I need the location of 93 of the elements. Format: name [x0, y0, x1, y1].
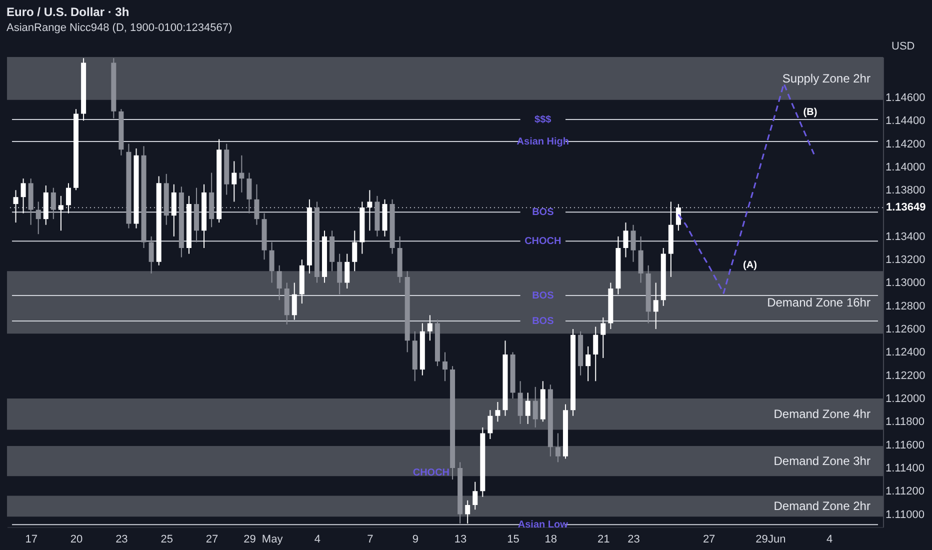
x-tick-label: 4: [826, 534, 833, 546]
candlestick: [638, 236, 644, 284]
candlestick: [586, 346, 591, 382]
y-tick-label: 1.13000: [886, 277, 926, 290]
x-tick-label: 27: [206, 534, 218, 546]
candlestick: [171, 184, 176, 237]
candlestick: [532, 386, 538, 428]
band-label: Demand Zone 2hr: [774, 499, 870, 514]
x-tick-label: 4: [314, 534, 321, 546]
band-label: Demand Zone 3hr: [774, 454, 870, 468]
x-tick-label: 20: [70, 534, 83, 546]
candlestick: [337, 253, 342, 295]
ref-line-label: 1.13649: [886, 202, 926, 214]
y-tick-label: 1.12400: [886, 346, 926, 359]
band-label: Demand Zone 4hr: [774, 407, 870, 422]
x-tick-label: May: [262, 534, 284, 546]
x-tick-label: Jun: [768, 534, 786, 546]
x-tick-label: 7: [367, 534, 374, 546]
annotation: CHOCH: [412, 468, 450, 479]
ref-line-label: BOS: [532, 316, 554, 327]
y-tick-label: 1.14200: [886, 138, 926, 150]
ref-line-label: Asian Low: [518, 520, 568, 531]
x-tick-label: 9: [412, 534, 418, 546]
candlestick: [13, 190, 18, 224]
y-axis-title: USD: [892, 40, 915, 52]
candlestick: [276, 264, 282, 301]
x-tick-label: 25: [160, 534, 173, 546]
x-tick-label: 17: [25, 534, 38, 546]
candlestick: [254, 184, 260, 226]
x-tick-label: 29: [244, 534, 256, 546]
y-tick-label: 1.12000: [886, 393, 926, 405]
candlestick: [518, 380, 523, 424]
annotation: (A): [743, 260, 757, 271]
y-tick-label: 1.13200: [886, 254, 926, 266]
candlestick: [630, 224, 636, 262]
y-tick-label: 1.12200: [886, 370, 926, 382]
candlestick: [352, 230, 358, 272]
y-tick-label: 1.14600: [886, 92, 926, 104]
y-tick-label: 1.11000: [886, 508, 924, 521]
candlestick: [58, 195, 64, 232]
candlestick: [676, 204, 681, 232]
candlestick: [442, 352, 448, 382]
y-tick-label: 1.14000: [886, 161, 926, 174]
x-tick-label: 13: [454, 534, 467, 546]
candlestick: [555, 432, 560, 463]
x-tick-label: 23: [116, 534, 128, 546]
candlestick: [367, 190, 372, 232]
x-tick-label: 21: [598, 534, 610, 546]
x-tick-label: 15: [507, 534, 520, 546]
chart-subtitle: AsianRange Nicc948 (D, 1900-0100:1234567): [6, 22, 232, 34]
candlestick: [50, 187, 56, 220]
candlestick: [623, 222, 628, 258]
candlestick: [292, 282, 297, 320]
candlestick: [465, 500, 470, 524]
band-label: Supply Zone 2hr: [782, 71, 870, 86]
band-label: Demand Zone 16hr: [767, 295, 870, 310]
candlestick: [66, 182, 71, 214]
candlestick: [269, 242, 274, 284]
x-tick-label: 18: [544, 534, 558, 546]
chart-title: Euro / U.S. Dollar · 3h: [6, 5, 130, 19]
candlestick: [472, 481, 478, 510]
annotation: (B): [803, 106, 818, 118]
y-tick-label: 1.13400: [886, 230, 926, 243]
candlestick: [600, 316, 606, 358]
y-tick-label: 1.12800: [886, 300, 926, 312]
candlestick: [20, 178, 26, 214]
x-tick-label: 23: [628, 534, 640, 546]
candlestick: [148, 236, 154, 274]
y-tick-label: 1.11800: [886, 416, 924, 428]
ref-line-label: BOS: [532, 207, 554, 218]
ref-line-label: CHOCH: [524, 236, 562, 248]
candlestick: [488, 410, 493, 440]
y-tick-label: 1.11200: [886, 486, 924, 498]
x-tick-label: 29: [756, 534, 768, 546]
ref-line-label: BOS: [532, 290, 554, 302]
ref-line-label: $$$: [534, 114, 552, 126]
candlestick: [232, 160, 237, 202]
y-tick-label: 1.11400: [886, 462, 924, 474]
candlestick: [344, 253, 350, 290]
y-tick-label: 1.12600: [886, 324, 926, 336]
candlestick: [36, 201, 41, 235]
x-tick-label: 27: [702, 534, 716, 546]
candlestick: [246, 172, 252, 214]
candlestick: [239, 154, 244, 193]
y-tick-label: 1.13800: [886, 184, 926, 197]
candlestick: [653, 282, 658, 330]
ref-line-label: Asian High: [516, 136, 570, 148]
y-tick-label: 1.14400: [886, 115, 926, 128]
candlestick: [525, 392, 530, 424]
candlestick: [427, 314, 432, 342]
candlestick: [495, 401, 500, 422]
candlestick: [593, 326, 598, 382]
y-tick-label: 1.11600: [886, 439, 924, 452]
